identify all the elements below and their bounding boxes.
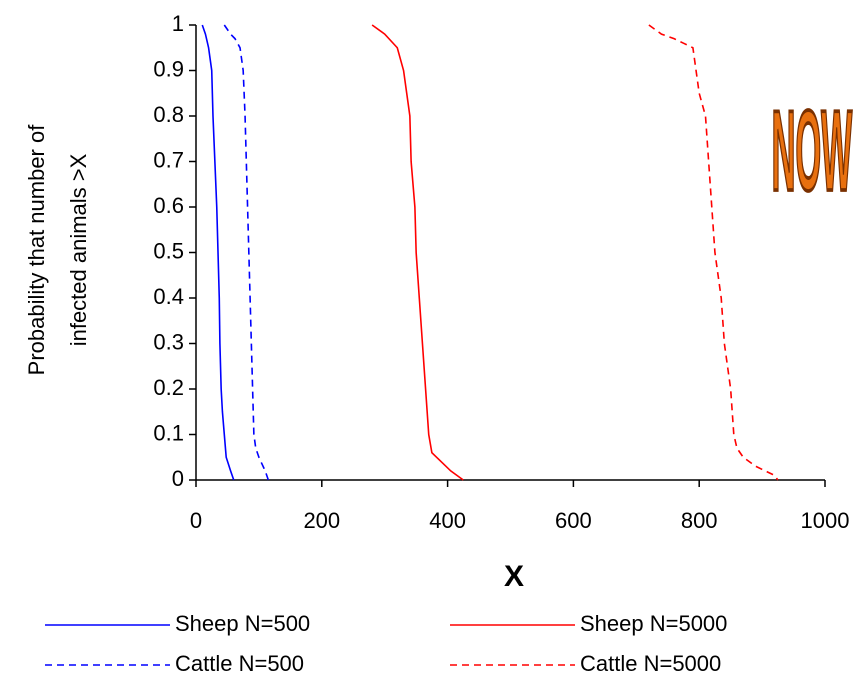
y-tick-label: 0.8 — [153, 102, 184, 127]
y-axis-label: Probability that number of — [24, 124, 49, 376]
y-tick-label: 0 — [172, 466, 184, 491]
word-art: NOW — [772, 87, 853, 215]
data-line — [371, 24, 464, 481]
x-axis-label: X — [504, 560, 524, 593]
data-line — [648, 24, 779, 481]
x-tick-label: 400 — [429, 508, 466, 533]
x-tick-label: 1000 — [801, 508, 850, 533]
x-tick-label: 0 — [190, 508, 202, 533]
data-line — [201, 24, 235, 481]
y-tick-label: 0.5 — [153, 238, 184, 263]
y-tick-label: 1 — [172, 11, 184, 36]
legend-label: Cattle N=5000 — [580, 651, 721, 676]
y-tick-label: 0.6 — [153, 193, 184, 218]
legend-label: Cattle N=500 — [175, 651, 304, 676]
y-tick-label: 0.1 — [153, 420, 184, 445]
x-tick-label: 200 — [303, 508, 340, 533]
x-tick-label: 600 — [555, 508, 592, 533]
data-line — [223, 24, 270, 481]
legend-label: Sheep N=5000 — [580, 611, 727, 636]
y-axis-label: infected animals >X — [66, 153, 91, 346]
y-tick-label: 0.2 — [153, 375, 184, 400]
x-tick-label: 800 — [681, 508, 718, 533]
y-tick-label: 0.3 — [153, 329, 184, 354]
y-tick-label: 0.4 — [153, 284, 184, 309]
y-tick-label: 0.7 — [153, 147, 184, 172]
y-tick-label: 0.9 — [153, 56, 184, 81]
legend-label: Sheep N=500 — [175, 611, 310, 636]
